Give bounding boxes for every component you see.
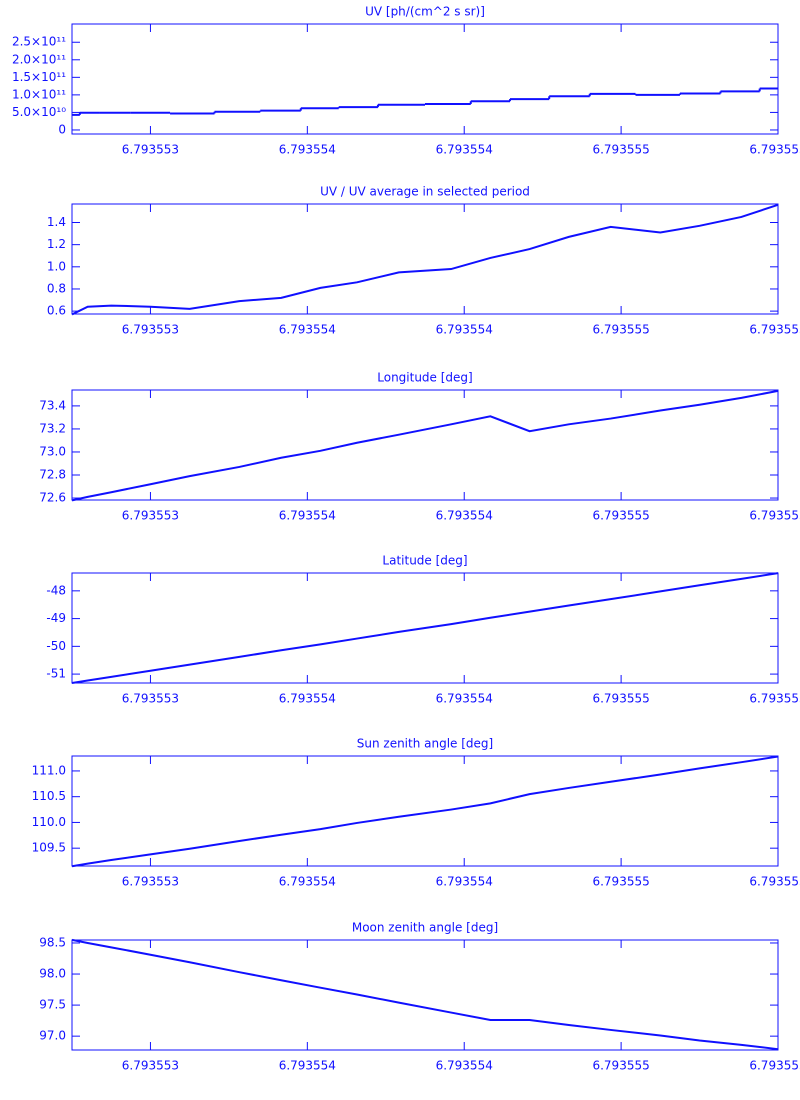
y-tick-label: 98.5 — [39, 935, 66, 949]
x-tick-label: 6.793554 — [436, 692, 493, 706]
plot-frame — [71, 939, 779, 1051]
y-tick-label: -50 — [46, 639, 66, 653]
y-tick-label: 111.0 — [32, 763, 66, 777]
chart-title: Sun zenith angle [deg] — [357, 737, 493, 751]
y-tick-label: 110.5 — [32, 789, 66, 803]
x-tick-label: 6.793554 — [436, 875, 493, 889]
plot-frame — [71, 572, 779, 684]
x-tick-label: 6.793554 — [436, 143, 493, 157]
x-tick-label: 6.793553 — [122, 323, 179, 337]
y-tick-label: 109.5 — [32, 841, 66, 855]
x-tick-label: 6.793554 — [436, 323, 493, 337]
x-tick-label: 6.793553 — [122, 1059, 179, 1073]
x-tick-label: 6.793555 — [749, 692, 800, 706]
x-tick-label: 6.793555 — [749, 323, 800, 337]
y-tick-label: 73.4 — [39, 398, 66, 412]
chart-title: UV / UV average in selected period — [320, 185, 530, 199]
plot-frame — [71, 203, 779, 315]
y-tick-label: 72.8 — [39, 468, 66, 482]
y-tick-label: 0 — [58, 122, 66, 136]
data-line — [71, 938, 779, 1051]
chart-title: Longitude [deg] — [377, 371, 472, 385]
y-tick-label: 1.4 — [47, 215, 66, 229]
x-tick-label: 6.793553 — [122, 692, 179, 706]
x-tick-label: 6.793554 — [279, 143, 336, 157]
y-tick-label: 110.0 — [32, 815, 66, 829]
y-tick-label: 97.0 — [39, 1029, 66, 1043]
y-tick-label: 73.2 — [39, 421, 66, 435]
x-tick-label: 6.793555 — [592, 323, 649, 337]
data-line — [71, 755, 779, 868]
chart-title: UV [ph/(cm^2 s sr)] — [365, 5, 485, 19]
plot-frame — [71, 23, 779, 135]
chart-title: Latitude [deg] — [382, 554, 467, 568]
y-tick-label: 1.0×10¹¹ — [12, 87, 66, 101]
y-tick-label: 5.0×10¹⁰ — [12, 105, 66, 119]
y-tick-label: 0.6 — [47, 304, 66, 318]
plot-frame — [71, 755, 779, 867]
x-tick-label: 6.793555 — [749, 143, 800, 157]
x-tick-label: 6.793554 — [436, 509, 493, 523]
x-tick-label: 6.793555 — [749, 509, 800, 523]
x-tick-label: 6.793553 — [122, 143, 179, 157]
plot-frame — [71, 389, 779, 501]
x-tick-label: 6.793555 — [592, 875, 649, 889]
y-tick-label: 73.0 — [39, 444, 66, 458]
x-tick-label: 6.793555 — [592, 509, 649, 523]
y-tick-label: 1.0 — [47, 259, 66, 273]
y-tick-label: -49 — [46, 611, 66, 625]
x-tick-label: 6.793554 — [279, 509, 336, 523]
x-tick-label: 6.793554 — [279, 692, 336, 706]
y-tick-label: 1.5×10¹¹ — [12, 70, 66, 84]
x-tick-label: 6.793555 — [749, 1059, 800, 1073]
x-tick-label: 6.793555 — [592, 1059, 649, 1073]
x-tick-label: 6.793555 — [749, 875, 800, 889]
y-tick-label: 72.6 — [39, 491, 66, 505]
x-tick-label: 6.793555 — [592, 143, 649, 157]
x-tick-label: 6.793555 — [592, 692, 649, 706]
chart-title: Moon zenith angle [deg] — [352, 921, 498, 935]
y-tick-label: 98.0 — [39, 967, 66, 981]
data-line — [71, 203, 779, 316]
data-line — [71, 572, 779, 684]
y-tick-label: -48 — [46, 583, 66, 597]
x-tick-label: 6.793553 — [122, 875, 179, 889]
data-line — [71, 389, 779, 502]
x-tick-label: 6.793554 — [279, 875, 336, 889]
x-tick-label: 6.793554 — [279, 323, 336, 337]
y-tick-label: 2.0×10¹¹ — [12, 52, 66, 66]
y-tick-label: -51 — [46, 667, 66, 681]
y-tick-label: 97.5 — [39, 998, 66, 1012]
x-tick-label: 6.793553 — [122, 509, 179, 523]
y-tick-label: 0.8 — [47, 281, 66, 295]
y-tick-label: 1.2 — [47, 237, 66, 251]
x-tick-label: 6.793554 — [436, 1059, 493, 1073]
x-tick-label: 6.793554 — [279, 1059, 336, 1073]
y-tick-label: 2.5×10¹¹ — [12, 35, 66, 49]
